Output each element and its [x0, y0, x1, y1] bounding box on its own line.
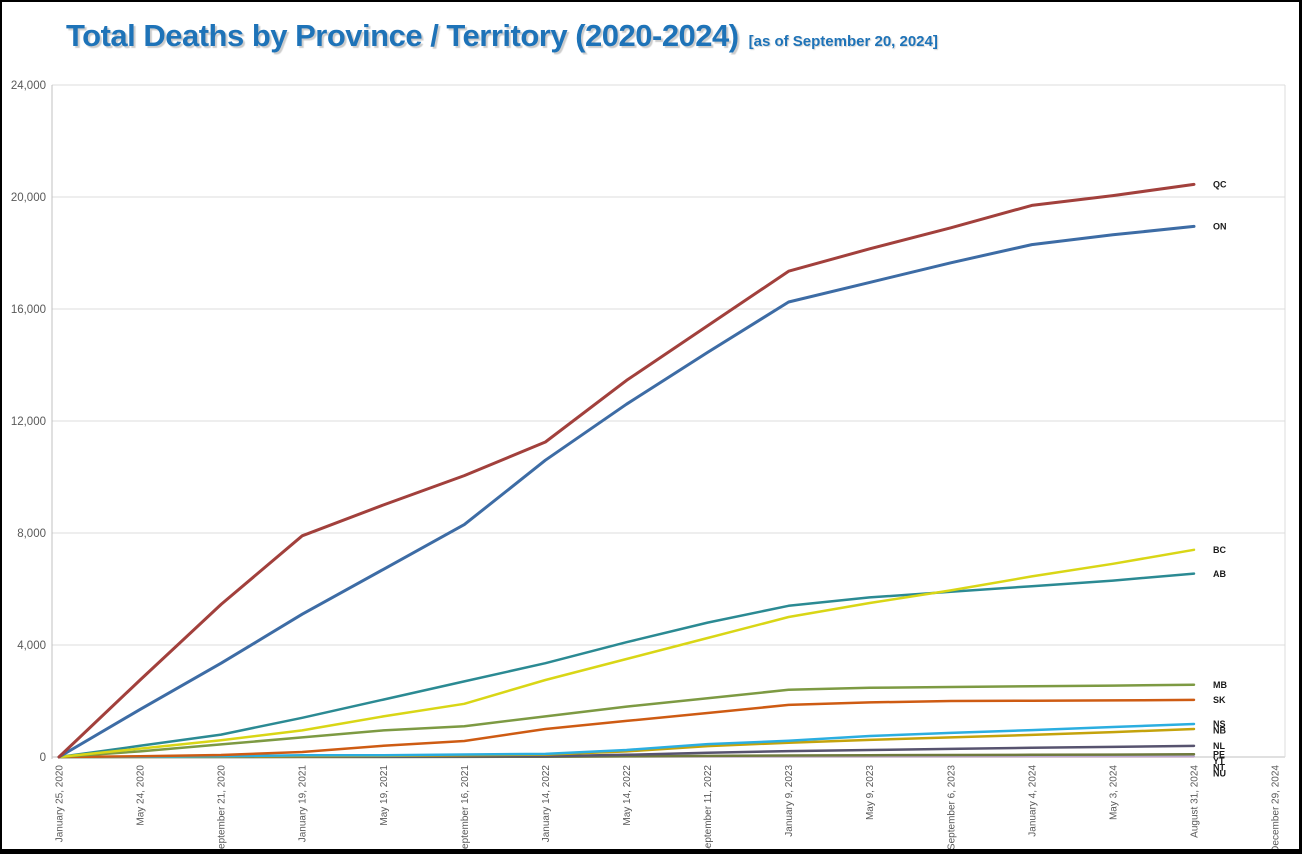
series-label-on: ON — [1213, 222, 1227, 232]
x-axis-tick-label: January 19, 2021 — [298, 765, 309, 843]
x-axis-tick-label: September 16, 2021 — [460, 765, 471, 854]
series-line-ab — [57, 572, 1196, 759]
x-axis-tick-label: September 6, 2023 — [946, 765, 957, 850]
y-axis-tick-label: 8,000 — [17, 528, 46, 540]
series-label-nb: NB — [1213, 726, 1226, 736]
series-line-ns — [57, 722, 1196, 759]
series-label-nt: NT — [1213, 762, 1225, 772]
x-axis-tick-label: January 9, 2023 — [784, 765, 795, 837]
y-axis-tick-label: 20,000 — [11, 192, 46, 204]
x-axis-tick-label: September 11, 2022 — [703, 765, 714, 854]
series-label-ab: AB — [1213, 569, 1226, 579]
x-axis-tick-label: May 3, 2024 — [1108, 765, 1119, 820]
x-axis-tick-label: May 14, 2022 — [622, 765, 633, 826]
x-axis-tick-label: September 21, 2020 — [217, 765, 228, 854]
y-axis-tick-label: 24,000 — [11, 80, 46, 92]
chart-title: Total Deaths by Province / Territory (20… — [66, 18, 739, 53]
x-axis-tick-label: January 25, 2020 — [55, 765, 66, 843]
series-line-on — [57, 224, 1196, 759]
series-label-nl: NL — [1213, 741, 1225, 751]
x-axis-tick-label: May 9, 2023 — [865, 765, 876, 820]
x-axis-tick-label: December 29, 2024 — [1271, 765, 1282, 853]
x-axis-tick-label: January 14, 2022 — [541, 765, 552, 843]
series-label-mb: MB — [1213, 680, 1227, 690]
y-axis-tick-label: 12,000 — [11, 416, 46, 428]
y-axis-tick-label: 4,000 — [17, 640, 46, 652]
series-label-yt: YT — [1213, 756, 1225, 766]
series-line-mb — [57, 683, 1196, 759]
series-label-sk: SK — [1213, 695, 1226, 705]
series-label-nu: NU — [1213, 769, 1226, 779]
x-axis-tick-label: August 31, 2024 — [1189, 765, 1200, 838]
series-line-bc — [57, 548, 1196, 759]
x-axis-tick-label: May 19, 2021 — [379, 765, 390, 826]
series-label-qc: QC — [1213, 180, 1227, 190]
x-axis-tick-label: May 24, 2020 — [136, 765, 147, 826]
chart-subtitle: [as of September 20, 2024] — [748, 33, 938, 50]
series-line-qc — [57, 182, 1196, 759]
series-label-pe: PE — [1213, 750, 1225, 760]
chart-header: Total Deaths by Province / Territory (20… — [66, 18, 938, 54]
x-axis-tick-label: January 4, 2024 — [1027, 765, 1038, 837]
series-line-sk — [57, 698, 1196, 759]
series-label-bc: BC — [1213, 545, 1226, 555]
series-label-ns: NS — [1213, 719, 1226, 729]
y-axis-tick-label: 0 — [40, 752, 46, 764]
y-axis-tick-label: 16,000 — [11, 304, 46, 316]
